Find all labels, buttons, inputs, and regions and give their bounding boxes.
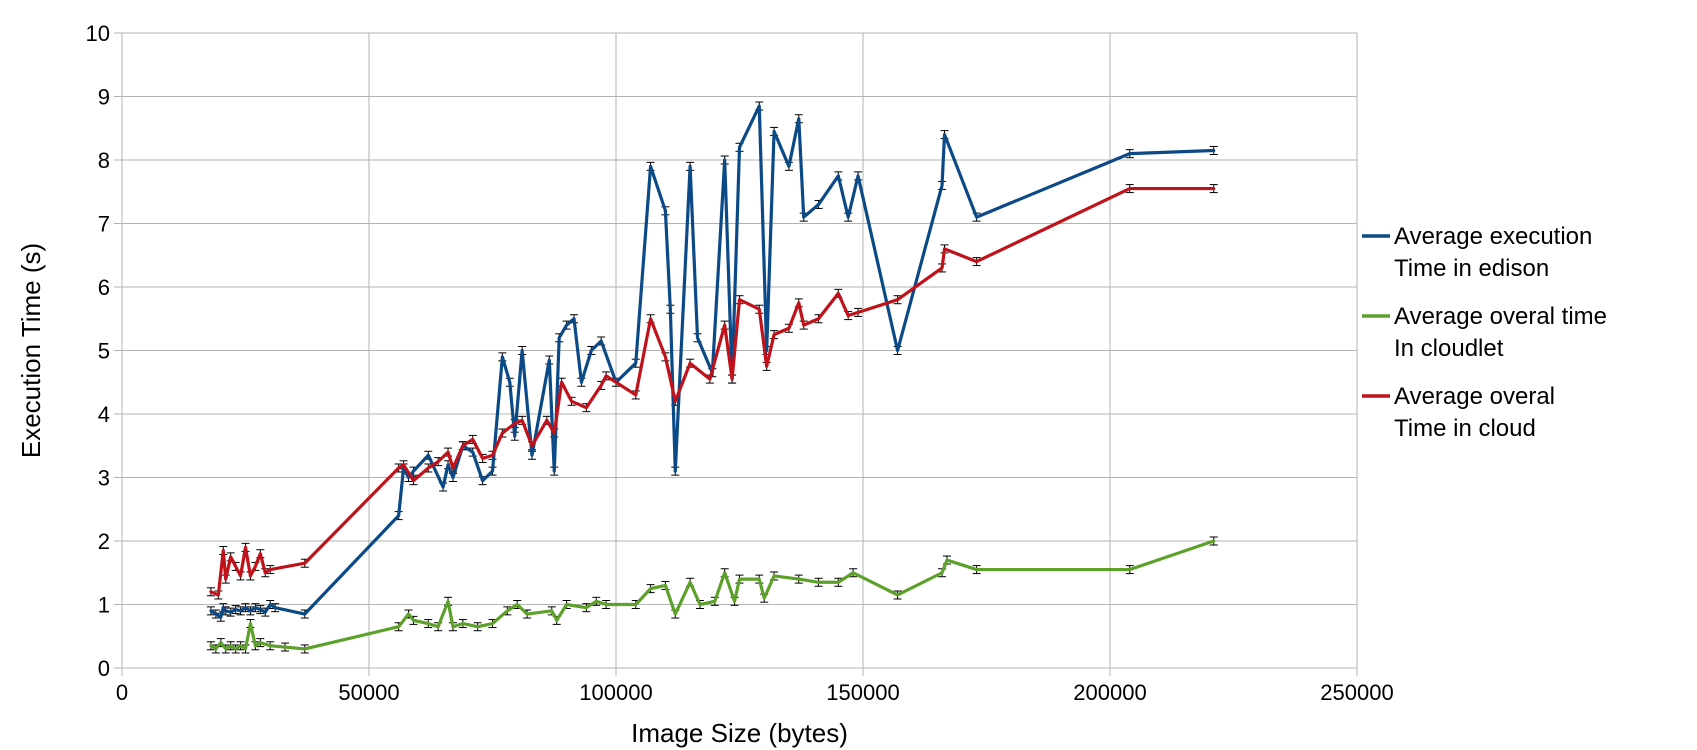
legend-entry-1: Average overal time [1394, 303, 1607, 330]
x-tick-label: 0 [116, 680, 128, 705]
legend: Average execution Time in edison Average … [1362, 223, 1607, 442]
x-tick-label: 150000 [826, 680, 899, 705]
x-axis-title: Image Size (bytes) [631, 718, 848, 748]
legend-entry-0: Time in edison [1394, 255, 1549, 282]
series-group [209, 104, 1216, 651]
grid [121, 32, 1358, 669]
x-tick-label: 200000 [1073, 680, 1146, 705]
series-line-0 [209, 104, 1216, 619]
y-tick-label: 9 [98, 85, 110, 110]
y-tick-label: 5 [98, 339, 110, 364]
legend-entry-2: Time in cloud [1394, 415, 1536, 442]
y-tick-label: 3 [98, 466, 110, 491]
x-tick-label: 100000 [579, 680, 652, 705]
x-tick-label: 50000 [338, 680, 399, 705]
y-axis-ticks: 0 1 2 3 4 5 6 7 8 9 10 [86, 21, 122, 681]
x-axis-ticks: 0 50000 100000 150000 200000 250000 [116, 668, 1394, 705]
y-tick-label: 10 [86, 21, 110, 46]
legend-entry-2: Average overal [1394, 383, 1555, 410]
y-axis-title: Execution Time (s) [16, 243, 46, 458]
y-tick-label: 6 [98, 275, 110, 300]
y-tick-label: 0 [98, 656, 110, 681]
series-line-1 [209, 539, 1216, 651]
y-tick-label: 7 [98, 212, 110, 237]
y-tick-label: 1 [98, 593, 110, 618]
y-tick-label: 8 [98, 148, 110, 173]
legend-entry-0: Average execution [1394, 223, 1592, 250]
y-tick-label: 4 [98, 402, 110, 427]
x-tick-label: 250000 [1320, 680, 1393, 705]
y-tick-label: 2 [98, 529, 110, 554]
series-line-2 [209, 186, 1216, 597]
legend-entry-1: In cloudlet [1394, 335, 1504, 362]
